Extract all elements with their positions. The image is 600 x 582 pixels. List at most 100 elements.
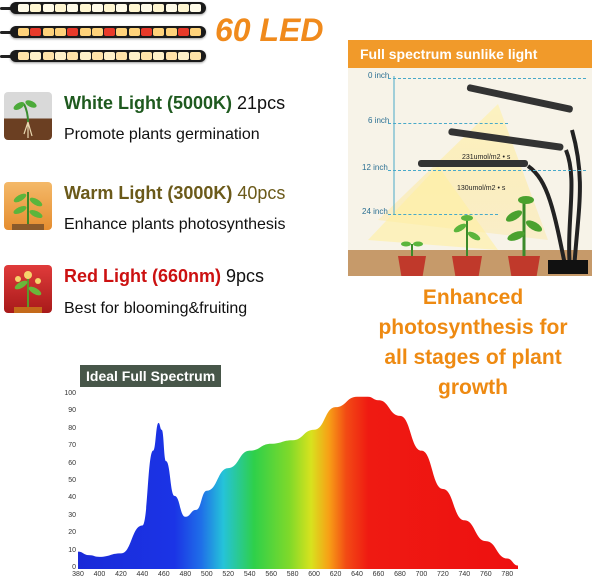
tagline-line2: all stages of plant growth — [384, 346, 562, 399]
white-light-desc: Promote plants germination — [64, 126, 260, 143]
warm-light-desc: Enhance plants photosynthesis — [64, 216, 286, 233]
led-dot — [30, 28, 42, 36]
led-dot — [79, 4, 91, 12]
led-dot — [190, 4, 202, 12]
led-dot — [128, 28, 140, 36]
led-dot — [116, 28, 128, 36]
x-tick-label: 420 — [115, 571, 127, 578]
led-dot — [79, 28, 91, 36]
led-dot — [104, 52, 116, 60]
y-tick-label: 20 — [68, 529, 76, 537]
x-tick-label: 540 — [243, 571, 256, 578]
x-tick-label: 380 — [72, 571, 84, 578]
led-dot — [177, 28, 189, 36]
x-tick-label: 780 — [501, 571, 514, 578]
x-tick-label: 560 — [265, 571, 277, 578]
x-tick-label: 500 — [200, 571, 213, 578]
led-dot — [190, 52, 202, 60]
cable — [0, 31, 12, 34]
red-light-heading: Red Light (660nm) 9pcs — [64, 266, 264, 287]
led-dot — [30, 4, 42, 12]
plant-icon — [4, 182, 52, 230]
led-dot — [165, 4, 177, 12]
spectrum-area — [78, 396, 518, 569]
y-tick-label: 80 — [68, 424, 76, 432]
led-dot — [91, 52, 103, 60]
led-dot — [91, 4, 103, 12]
panel-title: Full spectrum sunlike light — [348, 40, 592, 68]
led-dot — [42, 4, 54, 12]
y-tick-label: 10 — [68, 546, 76, 554]
x-tick-label: 760 — [479, 571, 492, 578]
white-light-name: White Light (5000K) — [64, 93, 233, 113]
cable — [0, 7, 12, 10]
tagline-line1: Enhanced photosynthesis for — [378, 286, 568, 339]
distance-line — [388, 123, 508, 124]
warm-light-count: 40pcs — [237, 183, 286, 203]
distance-line — [388, 170, 586, 171]
led-dot — [153, 52, 165, 60]
distance-line — [388, 78, 586, 79]
x-tick-label: 700 — [415, 571, 428, 578]
y-tick-label: 100 — [64, 390, 76, 397]
led-dot — [116, 52, 128, 60]
led-dot — [67, 52, 79, 60]
distance-6-inch: 6 inch — [368, 116, 390, 125]
spectrum-chart — [78, 396, 518, 569]
spectrum-title: Ideal Full Spectrum — [80, 365, 222, 387]
y-tick-label: 40 — [68, 494, 76, 502]
led-dot — [67, 4, 79, 12]
led-dot — [177, 4, 189, 12]
led-dot — [91, 28, 103, 36]
y-tick-label: 0 — [72, 564, 76, 571]
cable — [0, 55, 12, 58]
led-dot — [141, 28, 152, 36]
led-dot — [42, 28, 54, 36]
tagline: Enhanced photosynthesis for all stages o… — [348, 283, 598, 403]
y-tick-label: 30 — [68, 511, 76, 519]
x-tick-label: 480 — [179, 571, 192, 578]
led-dot — [104, 4, 116, 12]
red-light-name: Red Light (660nm) — [64, 266, 222, 286]
x-tick-label: 400 — [93, 571, 106, 578]
led-count-title: 60 LED — [215, 12, 324, 48]
distance-12-inch: 12 inch — [362, 163, 388, 172]
grow-light-illustration — [348, 40, 592, 276]
intensity-high-label: 231umol/m2 • s — [462, 154, 511, 161]
led-dot — [141, 52, 152, 60]
led-dot — [153, 28, 165, 36]
red-light-desc: Best for blooming&fruiting — [64, 300, 248, 317]
led-strip-mixed — [10, 26, 206, 38]
x-tick-label: 460 — [158, 571, 170, 578]
led-dot — [18, 28, 29, 36]
led-dot — [30, 52, 42, 60]
intensity-low-label: 130umol/m2 • s — [457, 185, 506, 192]
led-dot — [116, 4, 128, 12]
warm-light-heading: Warm Light (3000K) 40pcs — [64, 183, 285, 204]
led-dot — [153, 4, 165, 12]
led-dot — [54, 4, 66, 12]
led-dot — [42, 52, 54, 60]
white-light-count: 21pcs — [237, 93, 286, 113]
x-tick-label: 660 — [372, 571, 385, 578]
distance-24-inch: 24 inch — [362, 207, 388, 216]
led-dot — [18, 4, 29, 12]
x-tick-label: 680 — [394, 571, 406, 578]
x-tick-label: 740 — [458, 571, 471, 578]
led-dot — [18, 52, 29, 60]
y-tick-label: 50 — [68, 477, 76, 484]
led-dot — [54, 52, 66, 60]
flowering-plant-icon — [4, 265, 52, 313]
warm-light-name: Warm Light (3000K) — [64, 183, 233, 203]
led-dot — [104, 28, 116, 36]
y-tick-label: 60 — [68, 459, 76, 467]
led-dot — [165, 52, 177, 60]
led-dot — [177, 52, 189, 60]
led-dot — [128, 52, 140, 60]
y-tick-label: 70 — [68, 442, 76, 450]
white-light-heading: White Light (5000K) 21pcs — [64, 93, 285, 114]
x-tick-label: 520 — [222, 571, 235, 578]
led-strip-white — [10, 2, 206, 14]
led-dot — [54, 28, 66, 36]
led-dot — [190, 28, 202, 36]
